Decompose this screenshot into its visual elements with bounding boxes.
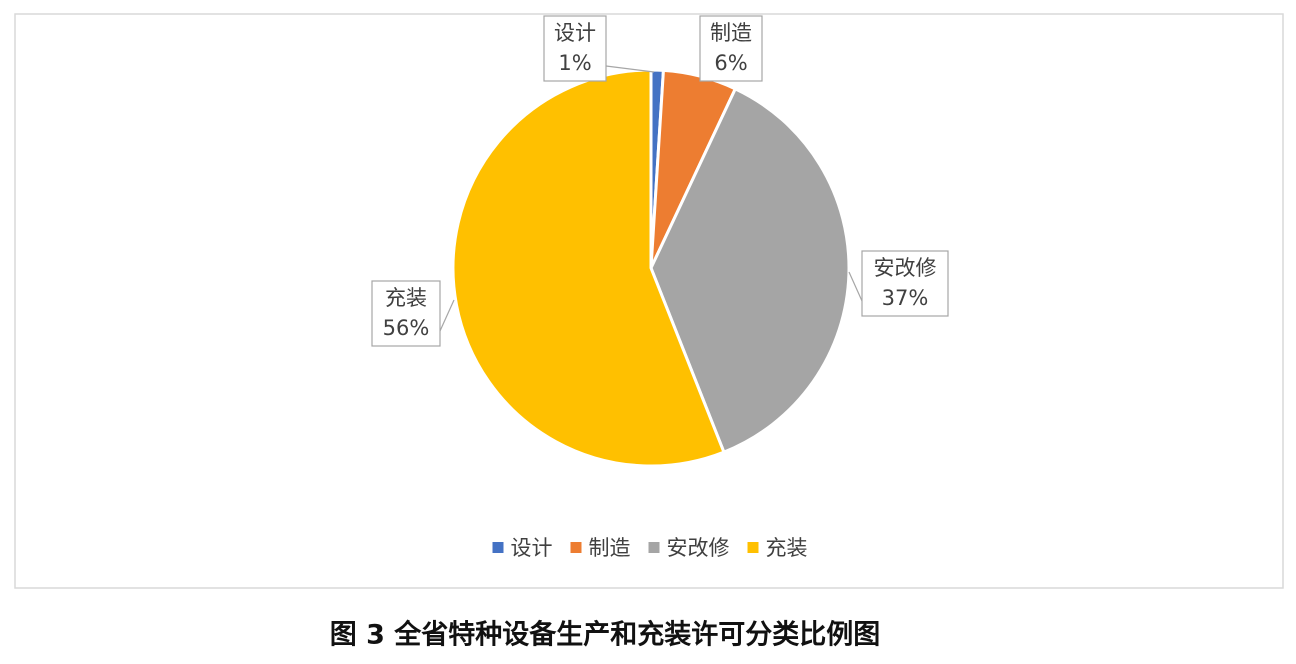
data-label-box: [861, 250, 949, 317]
chart-title: 图 3 全省特种设备生产和充装许可分类比例图: [330, 619, 881, 651]
data-label-category: 安改修: [874, 256, 937, 280]
data-label-value: 37%: [882, 286, 929, 310]
legend-swatch: [492, 542, 504, 553]
data-label-box: [699, 15, 763, 82]
legend-label: 安改修: [667, 536, 730, 560]
legend-label: 设计: [511, 536, 553, 560]
legend: 设计 制造 安改修 充装: [492, 536, 808, 560]
data-label-value: 6%: [714, 51, 747, 75]
legend-swatch: [648, 542, 660, 553]
data-label-value: 56%: [383, 316, 430, 340]
leader-line: [848, 271, 863, 302]
pie-slice: [451, 68, 726, 468]
legend-label: 制造: [589, 536, 631, 560]
data-label-category: 制造: [710, 21, 752, 45]
legend-swatch: [747, 542, 759, 553]
leader-line: [605, 65, 655, 73]
data-label-category: 充装: [385, 286, 427, 310]
data-label-box: [371, 280, 441, 347]
data-label-value: 1%: [558, 51, 591, 75]
data-label-box: [543, 15, 607, 82]
data-label-category: 设计: [554, 21, 596, 45]
legend-label: 充装: [766, 536, 808, 560]
legend-swatch: [570, 542, 582, 553]
leader-line: [439, 299, 455, 332]
pie-slice: [649, 86, 851, 455]
